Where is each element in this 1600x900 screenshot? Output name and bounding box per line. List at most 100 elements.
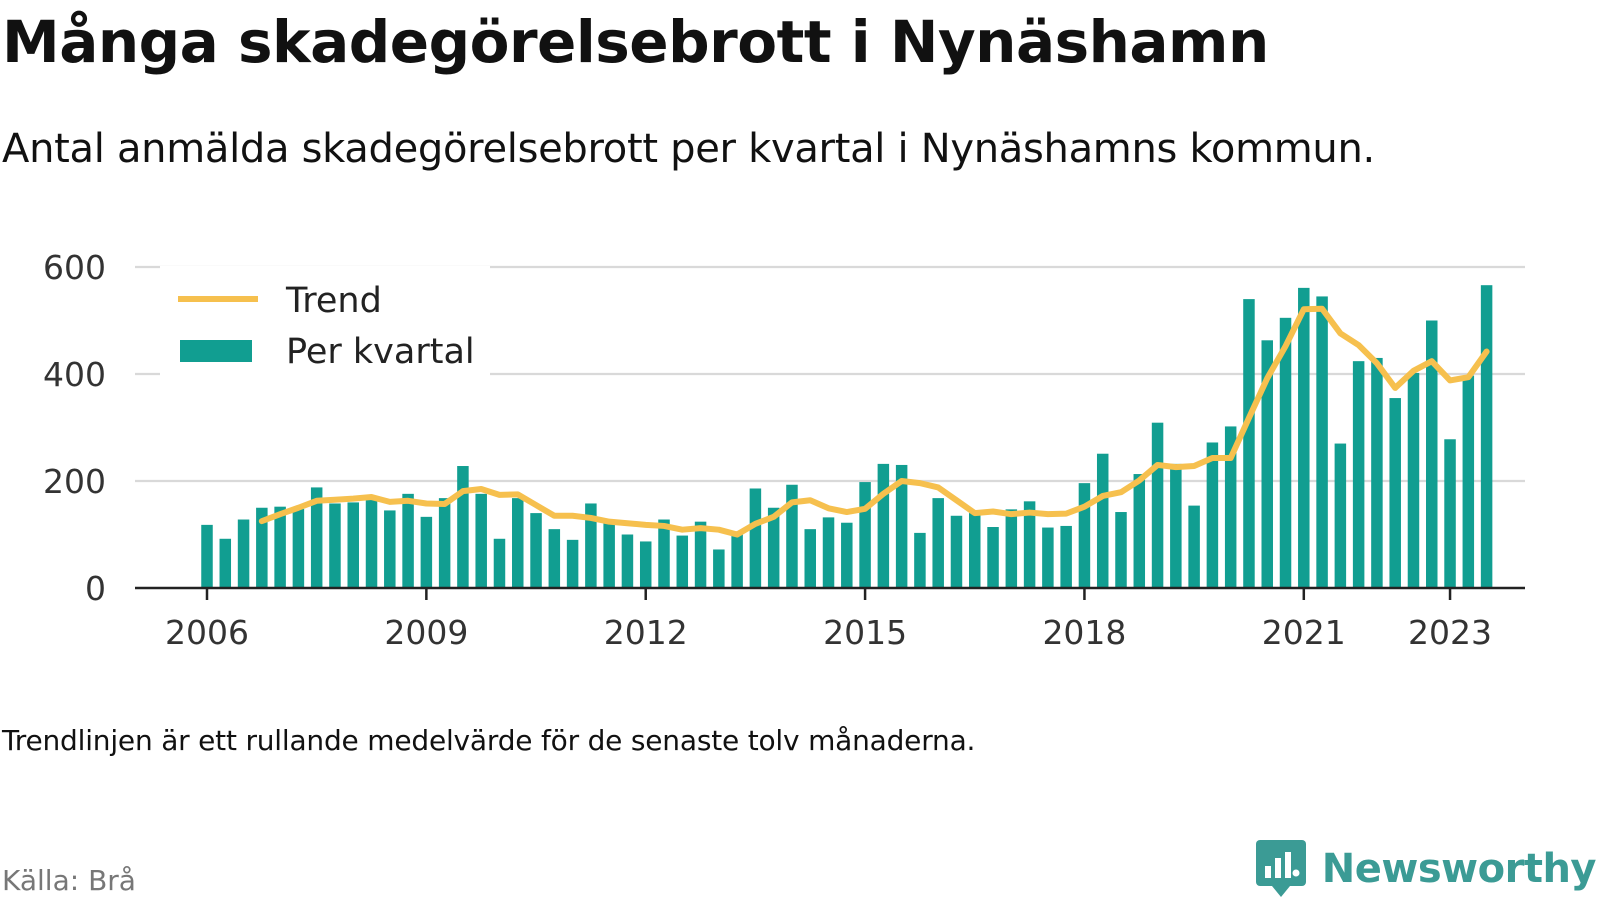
bar [969,513,981,588]
brand[interactable]: Newsworthy [1255,840,1597,898]
bar [201,524,213,588]
bar [1151,422,1164,588]
x-tick-label: 2015 [823,613,907,652]
bar [1170,463,1182,588]
bar [749,488,762,588]
bar [274,506,286,588]
logo-bar [1274,858,1281,878]
bar [713,549,725,588]
bar [438,498,451,588]
logo-bar [1284,852,1291,878]
bar [1096,453,1109,588]
bar [548,529,561,588]
x-tick-label: 2012 [604,613,688,652]
y-tick-label: 200 [43,462,106,501]
bar [1407,372,1420,588]
bar [1115,512,1127,588]
bar [1462,375,1475,588]
bar [987,527,999,588]
bar [694,521,707,588]
bar [1060,525,1072,588]
legend-bar-label: Per kvartal [286,332,475,372]
bar [402,493,414,588]
bar [822,517,835,588]
bar [1316,296,1328,588]
bar [1444,439,1456,588]
x-tick-label: 2006 [165,613,249,652]
bar [237,519,250,588]
y-tick-label: 400 [43,355,106,394]
legend-bar-swatch [180,340,252,362]
brand-name: Newsworthy [1321,846,1597,892]
bar [658,519,670,588]
bar [512,498,524,588]
bar-series-per-kvartal [201,285,1493,588]
logo-bar [1264,866,1271,878]
bar [256,507,268,588]
y-tick-label: 0 [85,569,106,608]
bar [420,516,433,588]
bar [219,538,232,588]
bar [932,498,944,588]
bar [1133,474,1146,588]
bar [767,507,780,588]
legend-background [160,266,490,404]
bar [292,508,305,588]
y-axis-tick-labels: 0 200 400 600 [43,248,106,608]
bar [950,515,963,588]
bar [895,464,908,588]
x-tick-label: 2021 [1262,613,1346,652]
newsworthy-logo-icon [1255,840,1306,897]
bar [1206,442,1219,588]
trend-line [258,305,1490,538]
bar [1042,527,1054,588]
bar [603,522,615,588]
bar [310,487,323,588]
bar [457,466,469,588]
chart-subtitle: Antal anmälda skadegörelsebrott per kvar… [2,126,1375,172]
bar [1352,361,1365,588]
bar [566,539,579,588]
chart-title: Många skadegörelsebrott i Nynäshamn [2,8,1269,76]
bar [786,484,798,588]
bar [530,513,542,588]
bar [1480,285,1493,588]
bar [841,522,853,588]
bar [1188,505,1200,588]
x-tick-label: 2018 [1042,613,1126,652]
x-tick-label: 2009 [384,613,468,652]
axes [135,586,1525,600]
bar [493,538,506,588]
bar [1279,317,1292,588]
bar [1298,287,1310,588]
bar [1334,443,1347,588]
legend-trend-label: Trend [285,281,382,321]
bar [1426,320,1438,588]
legend: Trend Per kvartal [160,266,490,404]
line-series-trend [258,305,1490,538]
bar [384,510,396,588]
y-tick-label: 600 [43,248,106,287]
bar [1023,501,1036,588]
bar [1224,426,1237,588]
bar [804,529,816,588]
bar [877,463,890,588]
bar [475,493,487,588]
bar [1005,509,1018,588]
footnote: Trendlinjen är ett rullande medelvärde f… [2,724,976,757]
bar [621,534,634,588]
source-label: Källa: Brå [2,864,136,897]
bar [676,535,689,588]
bar [914,532,926,588]
bar [1243,299,1255,588]
bar [1261,340,1273,588]
bar [329,503,341,588]
bar [365,499,378,588]
bar [1078,483,1091,588]
bar [347,502,359,588]
bar [859,482,871,588]
x-tick-label: 2023 [1408,613,1492,652]
bar [639,541,652,588]
bar [1371,357,1383,588]
